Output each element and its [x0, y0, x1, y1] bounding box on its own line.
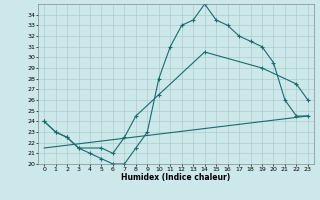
X-axis label: Humidex (Indice chaleur): Humidex (Indice chaleur) — [121, 173, 231, 182]
